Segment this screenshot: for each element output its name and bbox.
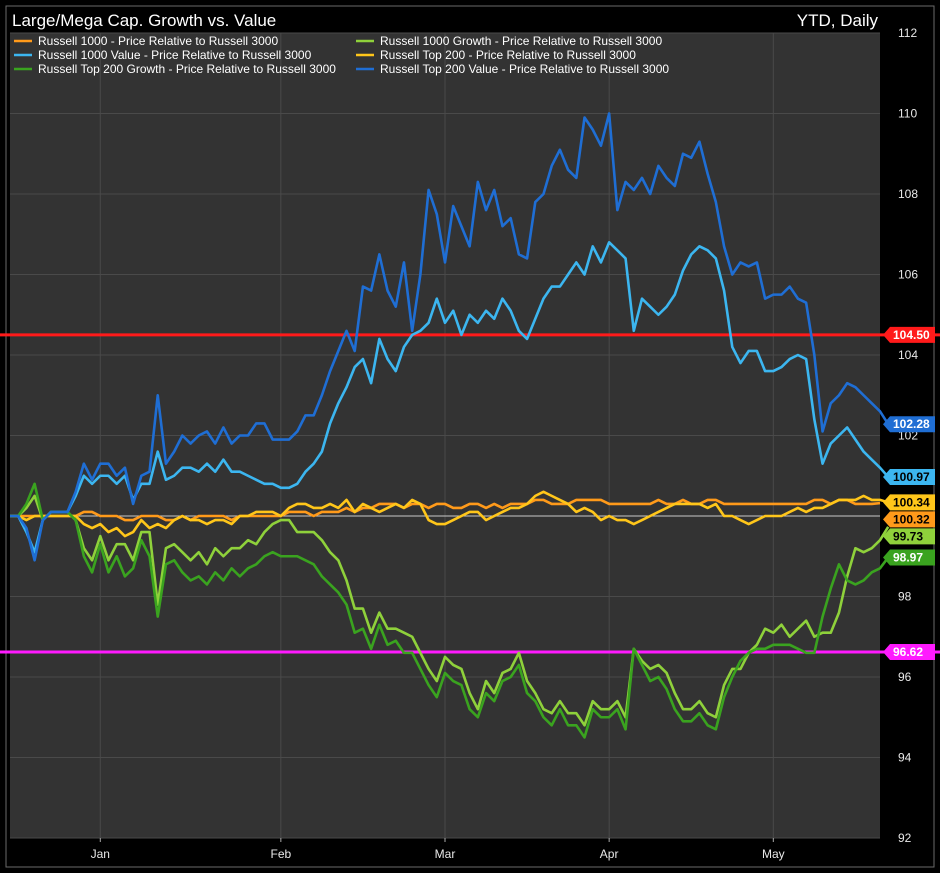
y-tick-label: 94 bbox=[898, 751, 912, 765]
y-tick-label: 112 bbox=[898, 26, 917, 40]
series-lines bbox=[10, 112, 890, 739]
legend-label: Russell Top 200 Value - Price Relative t… bbox=[380, 62, 669, 76]
value-tag bbox=[883, 468, 935, 485]
value-tag-label: 104.50 bbox=[893, 328, 930, 342]
legend-label: Russell Top 200 Growth - Price Relative … bbox=[38, 62, 336, 76]
value-tag-label: 100.97 bbox=[893, 470, 930, 484]
x-tick-label: Jan bbox=[91, 847, 110, 861]
series-line bbox=[10, 498, 881, 522]
legend-label: Russell Top 200 - Price Relative to Russ… bbox=[380, 48, 636, 62]
x-axis: Jan Feb Mar Apr May bbox=[91, 838, 785, 861]
x-tick-label: Feb bbox=[271, 847, 292, 861]
value-tag bbox=[883, 549, 935, 566]
value-tag-label: 96.62 bbox=[893, 645, 923, 659]
reference-lines bbox=[0, 333, 940, 654]
value-tag bbox=[883, 644, 935, 661]
value-tags: 104.50 102.28 100.97 100.34 100.32 99.73 98.97… bbox=[883, 326, 935, 661]
value-tag-label: 98.97 bbox=[893, 550, 923, 564]
legend-label: Russell 1000 Value - Price Relative to R… bbox=[38, 48, 312, 62]
series-line bbox=[10, 112, 890, 562]
series-line bbox=[10, 494, 890, 727]
x-tick-label: May bbox=[762, 847, 785, 861]
chart-subtitle: YTD, Daily bbox=[797, 11, 879, 30]
chart-title: Large/Mega Cap. Growth vs. Value bbox=[12, 11, 276, 30]
y-tick-label: 96 bbox=[898, 670, 912, 684]
y-tick-label: 92 bbox=[898, 831, 912, 845]
x-tick-label: Apr bbox=[600, 847, 619, 861]
legend-label: Russell 1000 - Price Relative to Russell… bbox=[38, 34, 278, 48]
y-tick-label: 98 bbox=[898, 590, 912, 604]
y-tick-label: 104 bbox=[898, 348, 918, 362]
value-tag bbox=[883, 326, 935, 343]
legend-label: Russell 1000 Growth - Price Relative to … bbox=[380, 34, 662, 48]
y-tick-label: 106 bbox=[898, 268, 918, 282]
value-tag-label: 99.73 bbox=[893, 529, 923, 543]
value-tag-label: 100.32 bbox=[893, 512, 930, 526]
value-tag bbox=[883, 416, 935, 433]
value-tag bbox=[883, 511, 935, 528]
y-tick-label: 108 bbox=[898, 187, 918, 201]
series-line bbox=[10, 490, 889, 538]
value-tag bbox=[883, 528, 935, 545]
outer-border bbox=[5, 5, 935, 868]
x-tick-label: Mar bbox=[435, 847, 456, 861]
y-axis: 92949698100102104106108110112 bbox=[898, 26, 918, 845]
value-tag-label: 102.28 bbox=[893, 417, 930, 431]
legend: Russell 1000 - Price Relative to Russell… bbox=[14, 34, 669, 76]
value-tag bbox=[883, 494, 935, 511]
value-tag-label: 100.34 bbox=[893, 495, 930, 509]
series-line bbox=[10, 241, 890, 554]
y-tick-label: 110 bbox=[898, 107, 917, 121]
series-line bbox=[10, 482, 890, 739]
